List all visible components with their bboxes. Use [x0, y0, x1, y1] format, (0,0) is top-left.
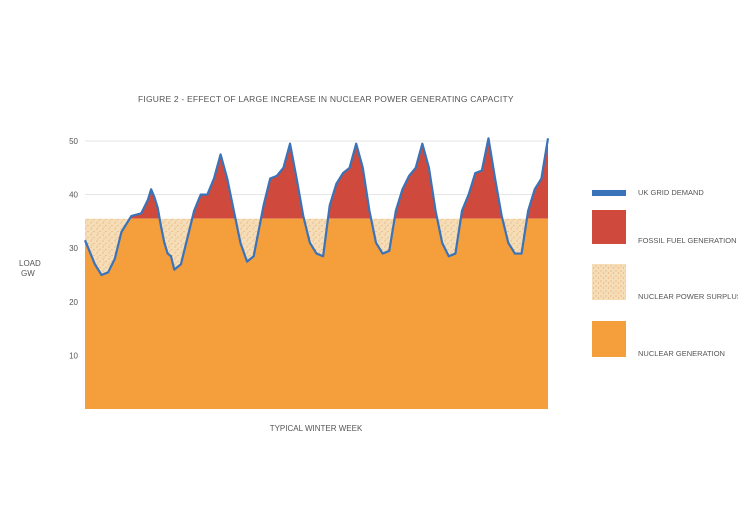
plot-area [83, 137, 550, 409]
y-tick-label: 30 [69, 244, 78, 253]
uk-grid-demand-line [83, 137, 550, 277]
legend-label-demand: UK GRID DEMAND [638, 188, 704, 197]
chart-title: FIGURE 2 - EFFECT OF LARGE INCREASE IN N… [138, 94, 514, 104]
y-tick-label: 40 [69, 191, 78, 200]
legend-swatch-fossil [592, 210, 626, 244]
x-axis-label: TYPICAL WINTER WEEK [270, 424, 363, 433]
legend-swatch-nuclear [592, 321, 626, 357]
y-tick-label: 20 [69, 298, 78, 307]
legend-swatch-demand [592, 190, 626, 196]
y-axis-label-line1: LOAD [19, 259, 41, 268]
legend: UK GRID DEMAND FOSSIL FUEL GENERATION NUCL… [592, 188, 738, 358]
fossil-generation-area [85, 138, 548, 219]
legend-swatch-surplus [592, 264, 626, 300]
legend-label-fossil: FOSSIL FUEL GENERATION [638, 236, 737, 245]
y-tick-label: 10 [69, 351, 78, 360]
legend-label-surplus: NUCLEAR POWER SURPLUS [638, 292, 738, 301]
y-axis-label-line2: GW [21, 269, 35, 278]
y-tick-label: 50 [69, 137, 78, 146]
y-tick-labels: 10 20 30 40 50 [69, 137, 78, 360]
legend-label-nuclear: NUCLEAR GENERATION [638, 349, 725, 358]
